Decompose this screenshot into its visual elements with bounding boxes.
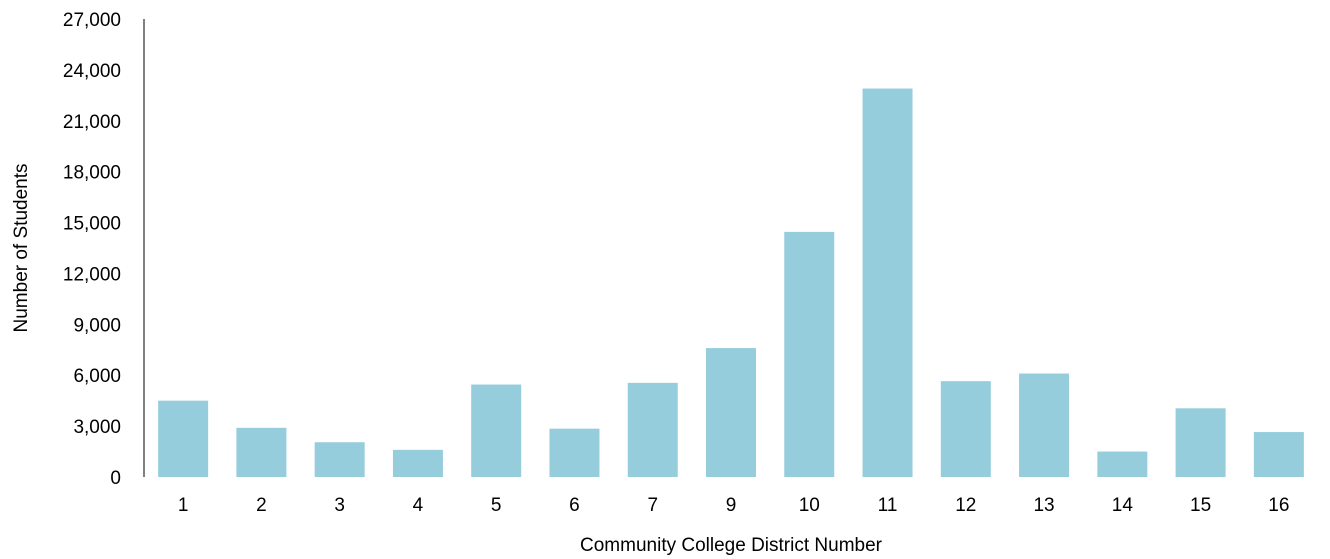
bars-group [158,88,1304,477]
x-tick-label: 5 [491,495,502,516]
y-tick-label: 0 [110,468,121,489]
y-tick-label: 9,000 [73,315,121,336]
bar-district-6 [549,428,600,477]
y-axis-ticks: 0 3,000 6,000 9,000 12,000 15,000 18,000 21,000… [63,10,121,489]
x-tick-label: 10 [799,495,820,516]
x-tick-label: 7 [647,495,658,516]
y-tick-label: 12,000 [63,264,121,285]
x-tick-label: 1 [178,495,189,516]
bar-district-3 [314,442,365,477]
x-tick-label: 4 [413,495,424,516]
bar-district-5 [471,384,522,477]
x-tick-label: 3 [334,495,345,516]
bar-district-13 [1019,373,1070,477]
x-axis-ticks: 1 2 3 4 5 6 7 9 10 11 12 13 14 15 16 [178,495,1290,516]
x-tick-label: 13 [1033,495,1054,516]
y-tick-label: 3,000 [73,417,121,438]
x-tick-label: 2 [256,495,267,516]
bar-district-15 [1175,408,1226,477]
bar-district-11 [862,88,913,477]
x-axis-title: Community College District Number [580,535,883,556]
x-tick-label: 14 [1112,495,1134,516]
bar-district-9 [706,348,756,477]
x-tick-label: 15 [1190,495,1211,516]
bar-district-2 [236,427,287,477]
bar-district-4 [392,449,443,477]
bar-district-7 [627,382,678,477]
y-tick-label: 24,000 [63,61,121,82]
y-tick-label: 15,000 [63,214,121,235]
x-tick-label: 11 [878,495,898,516]
y-tick-label: 21,000 [63,112,121,133]
x-tick-label: 9 [726,495,737,516]
bar-district-12 [940,381,991,477]
bar-district-10 [784,231,835,477]
x-tick-label: 16 [1268,495,1289,516]
bar-district-1 [158,400,209,477]
x-tick-label: 12 [955,495,976,516]
y-tick-label: 18,000 [63,163,121,184]
x-tick-label: 6 [569,495,580,516]
bar-district-16 [1253,432,1304,477]
y-tick-label: 27,000 [63,10,121,31]
y-axis-title: Number of Students [11,164,32,333]
y-tick-label: 6,000 [73,366,121,387]
bar-district-14 [1097,451,1148,477]
